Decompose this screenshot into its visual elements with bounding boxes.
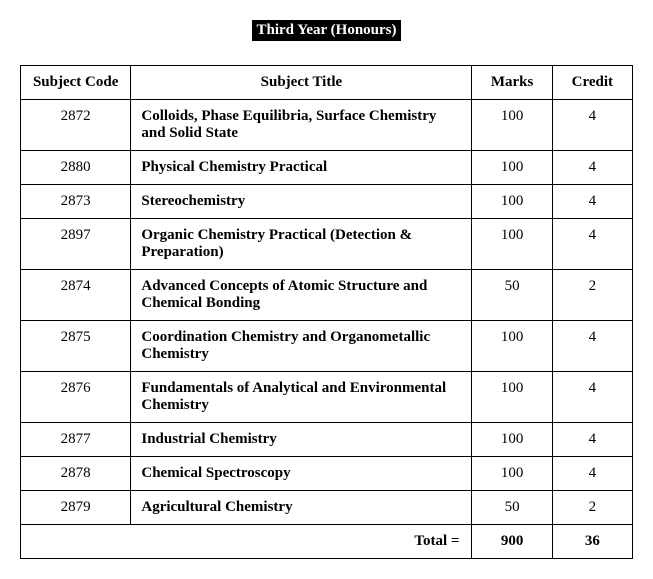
cell-title: Organic Chemistry Practical (Detection &… [131,219,472,270]
cell-code: 2879 [21,491,131,525]
cell-title: Stereochemistry [131,185,472,219]
table-row: 2876Fundamentals of Analytical and Envir… [21,372,633,423]
table-row: 2897Organic Chemistry Practical (Detecti… [21,219,633,270]
cell-marks: 100 [472,151,552,185]
cell-marks: 100 [472,219,552,270]
cell-marks: 100 [472,457,552,491]
cell-code: 2880 [21,151,131,185]
cell-credit: 4 [552,372,632,423]
cell-credit: 4 [552,457,632,491]
table-row: 2872Colloids, Phase Equilibria, Surface … [21,100,633,151]
cell-title: Chemical Spectroscopy [131,457,472,491]
table-total-row: Total = 900 36 [21,525,633,559]
col-header-credit: Credit [552,66,632,100]
cell-credit: 4 [552,151,632,185]
heading-wrap: Third Year (Honours) [20,20,633,41]
table-row: 2873Stereochemistry1004 [21,185,633,219]
cell-marks: 100 [472,185,552,219]
total-credit: 36 [552,525,632,559]
col-header-marks: Marks [472,66,552,100]
cell-credit: 4 [552,219,632,270]
col-header-title: Subject Title [131,66,472,100]
cell-code: 2874 [21,270,131,321]
cell-title: Fundamentals of Analytical and Environme… [131,372,472,423]
table-header-row: Subject Code Subject Title Marks Credit [21,66,633,100]
cell-title: Agricultural Chemistry [131,491,472,525]
table-row: 2874Advanced Concepts of Atomic Structur… [21,270,633,321]
cell-credit: 4 [552,423,632,457]
cell-title: Advanced Concepts of Atomic Structure an… [131,270,472,321]
cell-title: Physical Chemistry Practical [131,151,472,185]
table-row: 2878Chemical Spectroscopy1004 [21,457,633,491]
cell-marks: 50 [472,270,552,321]
table-row: 2875Coordination Chemistry and Organomet… [21,321,633,372]
cell-code: 2873 [21,185,131,219]
cell-marks: 100 [472,372,552,423]
cell-marks: 100 [472,321,552,372]
cell-code: 2876 [21,372,131,423]
cell-credit: 4 [552,185,632,219]
cell-title: Coordination Chemistry and Organometalli… [131,321,472,372]
cell-title: Colloids, Phase Equilibria, Surface Chem… [131,100,472,151]
cell-code: 2877 [21,423,131,457]
cell-code: 2875 [21,321,131,372]
page-title: Third Year (Honours) [252,20,400,41]
cell-marks: 50 [472,491,552,525]
total-marks: 900 [472,525,552,559]
cell-marks: 100 [472,100,552,151]
cell-credit: 2 [552,491,632,525]
table-row: 2879Agricultural Chemistry502 [21,491,633,525]
cell-code: 2872 [21,100,131,151]
cell-credit: 4 [552,100,632,151]
table-row: 2877Industrial Chemistry1004 [21,423,633,457]
cell-credit: 2 [552,270,632,321]
cell-code: 2878 [21,457,131,491]
cell-title: Industrial Chemistry [131,423,472,457]
total-label: Total = [21,525,472,559]
table-row: 2880Physical Chemistry Practical1004 [21,151,633,185]
cell-marks: 100 [472,423,552,457]
cell-code: 2897 [21,219,131,270]
col-header-code: Subject Code [21,66,131,100]
cell-credit: 4 [552,321,632,372]
subjects-table: Subject Code Subject Title Marks Credit … [20,65,633,559]
